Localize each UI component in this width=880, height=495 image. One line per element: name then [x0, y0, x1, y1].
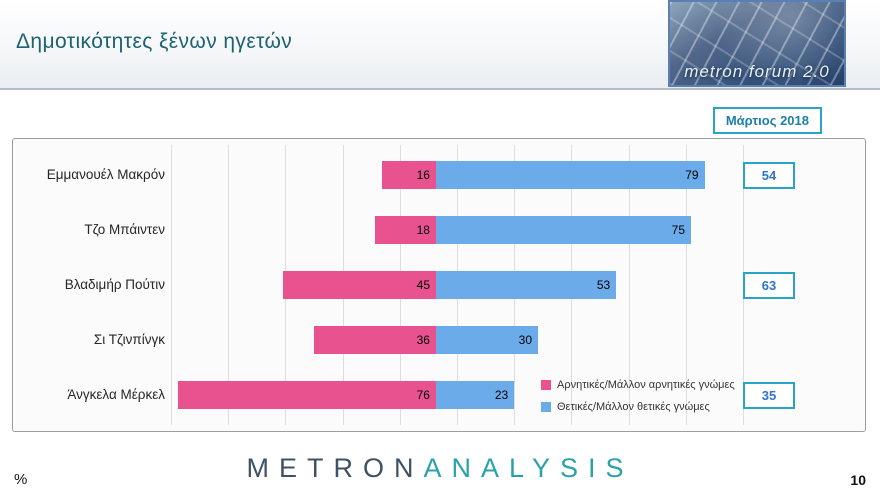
positive-bar: 79 [436, 161, 705, 189]
category-label: Σι Τζινπίνγκ [93, 332, 165, 347]
category-label: Βλαδιμήρ Πούτιν [64, 277, 165, 292]
negative-bar: 45 [283, 271, 436, 299]
negative-bar: 18 [374, 216, 436, 244]
side-value-box: 54 [743, 162, 795, 189]
date-badge: Μάρτιος 2018 [712, 107, 822, 134]
negative-value-label: 36 [416, 333, 430, 347]
plot-area: 16 79 18 75 45 53 36 30 76 23 [171, 139, 744, 431]
page-number: 10 [850, 472, 866, 488]
positive-bar: 75 [436, 216, 691, 244]
legend: Αρνητικές/Μάλλον αρνητικές γνώμες Θετικές… [541, 379, 735, 423]
legend-label: Θετικές/Μάλλον θετικές γνώμες [557, 401, 710, 413]
logo-text: metron forum 2.0 [684, 62, 830, 81]
positive-value-label: 75 [671, 223, 685, 237]
gridline [228, 145, 230, 425]
positive-value-label: 79 [685, 168, 699, 182]
legend-item: Αρνητικές/Μάλλον αρνητικές γνώμες [541, 379, 735, 391]
category-label: Τζο Μπάιντεν [84, 222, 165, 237]
metron-forum-logo: metron forum 2.0 [668, 0, 846, 87]
labels-layer: Εμμανουέλ Μακρόν Τζο Μπάιντεν Βλαδιμήρ Πού… [13, 139, 171, 431]
negative-value-label: 18 [416, 223, 430, 237]
gridline [171, 145, 172, 425]
metron-analysis-logo: METRONANALYSIS [0, 453, 880, 484]
negative-value-label: 16 [416, 168, 430, 182]
positive-value-label: 30 [518, 333, 532, 347]
positive-value-label: 53 [596, 278, 611, 292]
positive-value-label: 23 [494, 388, 509, 402]
page-title: Δημοτικότητες ξένων ηγετών [16, 30, 293, 53]
logo-photo [670, 2, 844, 85]
negative-legend-swatch [541, 380, 551, 390]
positive-bar: 30 [436, 326, 538, 354]
positive-legend-swatch [541, 402, 551, 412]
negative-value-label: 45 [416, 278, 430, 292]
side-value-box: 35 [743, 382, 795, 409]
category-label: Εμμανουέλ Μακρόν [46, 167, 165, 182]
legend-label: Αρνητικές/Μάλλον αρνητικές γνώμες [557, 379, 735, 391]
gridline [628, 145, 630, 425]
gridline [685, 145, 687, 425]
brand-part-analysis: ANALYSIS [423, 453, 634, 483]
negative-bar: 36 [313, 326, 436, 354]
positive-bar: 23 [436, 381, 515, 409]
negative-bar: 76 [177, 381, 436, 409]
negative-value-label: 76 [416, 388, 430, 402]
header: Δημοτικότητες ξένων ηγετών metron forum … [0, 0, 880, 90]
category-label: Άνγκελα Μέρκελ [67, 387, 165, 402]
legend-item: Θετικές/Μάλλον θετικές γνώμες [541, 401, 735, 413]
side-value-box: 63 [743, 272, 795, 299]
chart-panel: Εμμανουέλ Μακρόν Τζο Μπάιντεν Βλαδιμήρ Πού… [12, 138, 866, 432]
percent-label: % [14, 471, 28, 488]
negative-bar: 16 [381, 161, 436, 189]
brand-part-metron: METRON [246, 453, 424, 483]
positive-bar: 53 [436, 271, 617, 299]
